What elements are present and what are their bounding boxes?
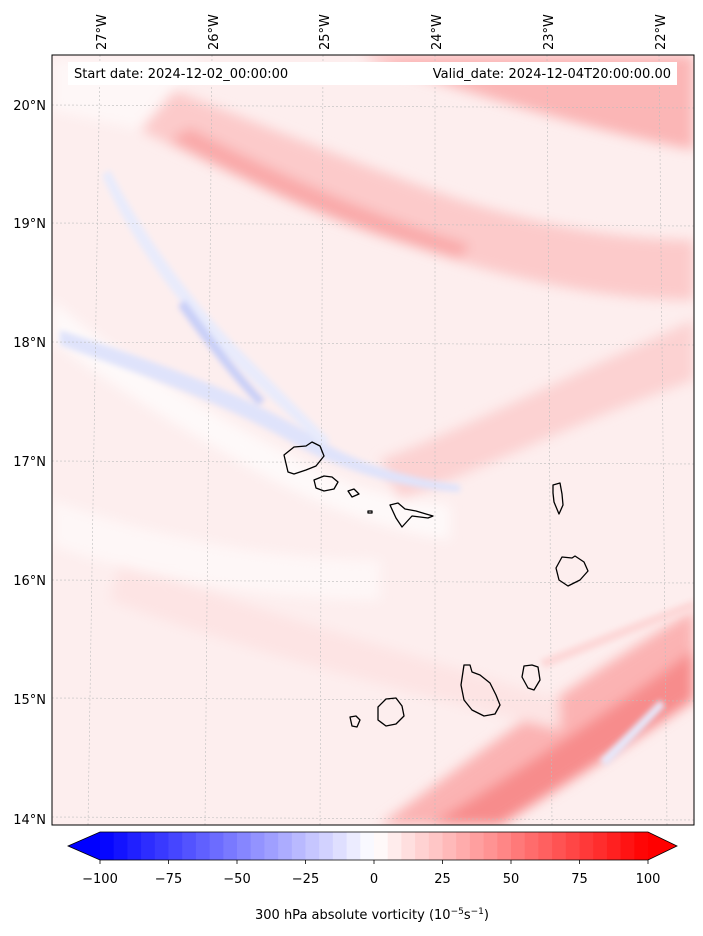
colorbar-segment: [278, 832, 293, 860]
colorbar-segment: [223, 832, 238, 860]
lon-tick-label: 27°W: [95, 14, 110, 50]
colorbar-segment: [319, 832, 334, 860]
colorbar-segment: [552, 832, 567, 860]
lon-tick-label: 22°W: [654, 14, 669, 50]
lon-tick-label: 26°W: [207, 14, 222, 50]
colorbar-segment: [374, 832, 389, 860]
island-santa-luzia: [347, 488, 360, 498]
longitude-ticks: 27°W 26°W 25°W 24°W 23°W 22°W: [95, 14, 669, 50]
colorbar-segment: [332, 832, 348, 860]
colorbar-segment: [141, 832, 156, 860]
colorbar-segment: [456, 832, 471, 860]
colorbar-segment: [250, 832, 265, 860]
colorbar-segment: [565, 832, 581, 860]
colorbar-segment: [154, 832, 170, 860]
colorbar-segments: [68, 832, 677, 860]
colorbar-segment: [497, 832, 512, 860]
vorticity-field: [52, 55, 694, 825]
map-gridlines: [52, 55, 694, 825]
header-box: [68, 62, 677, 85]
lat-tick-label: 16°N: [13, 574, 46, 589]
island-sao-nicolau: [389, 502, 434, 528]
valid-date-label: Valid_date: 2024-12-04T20:00:00.00: [433, 67, 671, 82]
colorbar-segment: [360, 832, 375, 860]
lon-tick-label: 25°W: [318, 14, 333, 50]
colorbar-tick-label: 0: [370, 872, 378, 887]
colorbar-tick-label: 75: [571, 872, 588, 887]
colorbar-segment: [209, 832, 224, 860]
colorbar-segment: [113, 832, 128, 860]
colorbar-tick-label: −25: [292, 872, 319, 887]
colorbar: −100 −75 −50 −25 0 25 50 75 100 300 hPa absolute…: [67, 831, 678, 923]
colorbar-segment: [182, 832, 197, 860]
lat-tick-label: 18°N: [13, 336, 46, 351]
island-santiago: [460, 664, 501, 717]
colorbar-segment: [511, 832, 526, 860]
island-sal: [552, 482, 564, 515]
colorbar-segment: [346, 832, 361, 860]
lon-tick-label: 24°W: [430, 14, 445, 50]
colorbar-segment: [593, 832, 608, 860]
colorbar-segment: [415, 832, 430, 860]
colorbar-segment: [579, 832, 594, 860]
colorbar-label: 300 hPa absolute vorticity (10−5s−1): [255, 907, 489, 923]
colorbar-segment: [264, 832, 279, 860]
colorbar-segment: [483, 832, 498, 860]
island-santo-antao: [283, 441, 325, 475]
colorbar-segment: [237, 832, 252, 860]
lat-tick-label: 20°N: [13, 99, 46, 114]
map-frame: [51, 54, 695, 826]
colorbar-segment: [606, 832, 622, 860]
colorbar-segment: [100, 832, 115, 860]
colorbar-tick-label: −75: [155, 872, 182, 887]
latitude-ticks: 20°N 19°N 18°N 17°N 16°N 15°N 14°N: [13, 99, 46, 828]
colorbar-tick-label: 50: [503, 872, 520, 887]
island-boa-vista: [555, 555, 589, 587]
colorbar-segment: [305, 832, 320, 860]
colorbar-segment: [291, 832, 307, 860]
colorbar-segment: [168, 832, 183, 860]
start-date-label: Start date: 2024-12-02_00:00:00: [74, 67, 288, 82]
colorbar-segment: [442, 832, 457, 860]
colorbar-ticks: −100 −75 −50 −25 0 25 50 75 100: [82, 860, 660, 887]
colorbar-segment: [428, 832, 444, 860]
colorbar-segment: [127, 832, 142, 860]
colorbar-tick-label: 25: [434, 872, 451, 887]
island-raso: [367, 510, 373, 514]
island-sao-vicente: [313, 475, 339, 492]
lat-tick-label: 19°N: [13, 217, 46, 232]
colorbar-tick-label: 100: [636, 872, 661, 887]
colorbar-tick-label: −50: [223, 872, 250, 887]
colorbar-segment: [401, 832, 416, 860]
lon-tick-label: 23°W: [542, 14, 557, 50]
colorbar-min-extend: [68, 832, 100, 860]
colorbar-segment: [195, 832, 211, 860]
island-maio: [521, 664, 541, 691]
colorbar-max-extend: [648, 832, 677, 860]
lat-tick-label: 15°N: [13, 693, 46, 708]
colorbar-segment: [538, 832, 553, 860]
coastlines: [283, 441, 589, 728]
colorbar-segment: [469, 832, 485, 860]
colorbar-segment: [387, 832, 402, 860]
colorbar-segment: [524, 832, 539, 860]
lat-tick-label: 14°N: [13, 813, 46, 828]
island-brava: [349, 715, 361, 728]
colorbar-segment: [620, 832, 635, 860]
island-fogo: [377, 697, 405, 727]
colorbar-tick-label: −100: [82, 872, 118, 887]
lat-tick-label: 17°N: [13, 455, 46, 470]
colorbar-segment: [634, 832, 649, 860]
